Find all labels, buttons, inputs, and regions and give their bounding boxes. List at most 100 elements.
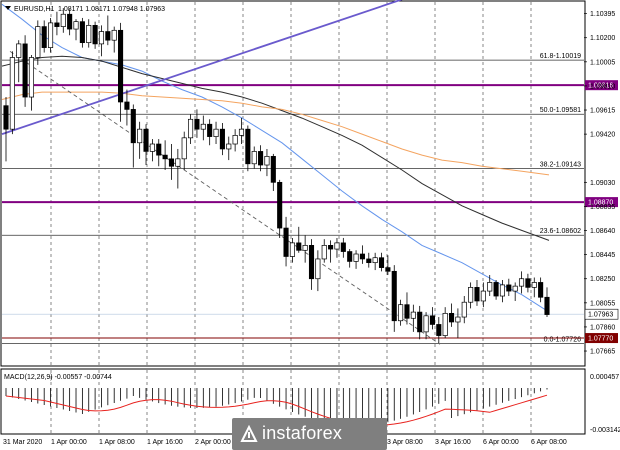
candle-body [130, 109, 136, 144]
moving-averages [1, 3, 550, 313]
candle-body [207, 123, 213, 137]
price-tick-label: 1.08835 [590, 204, 615, 211]
candle-body [60, 13, 66, 27]
candle-body [455, 316, 461, 323]
candle-body [315, 258, 321, 280]
macd-label: MACD(12,26,9) -0.00557 -0.00744 [4, 374, 112, 381]
candlesticks [3, 8, 550, 343]
candle-body [328, 245, 334, 250]
candle-body [283, 227, 289, 257]
fibonacci-level-label: 0.0-1.07726 [544, 336, 581, 343]
price-label-box [585, 333, 618, 344]
candle-body [461, 301, 467, 318]
price-tick-label: 1.09615 [590, 108, 615, 115]
moving-average-line [1, 91, 550, 176]
candle-body [512, 285, 518, 292]
fibonacci-level-label: 50.0-1.09581 [540, 107, 581, 114]
candle-body [518, 278, 525, 287]
candle-body [92, 25, 98, 45]
price-tick-label: 1.08055 [590, 300, 615, 307]
candle-body [398, 304, 404, 322]
candle-body [372, 257, 378, 264]
candle-body [258, 151, 264, 166]
candle-body [385, 267, 391, 272]
candle-body [35, 26, 41, 58]
candle-body [531, 282, 537, 288]
time-tick-label: 6 Apr 08:00 [531, 439, 567, 446]
candle-body [468, 287, 474, 303]
symbol-label: EURUSD,H1 [14, 6, 55, 13]
candle-body [480, 290, 486, 302]
time-tick-label: 3 Apr 16:00 [435, 439, 471, 446]
vertical-grid [50, 2, 532, 433]
trend-line [1, 0, 403, 135]
candle-body [448, 312, 455, 323]
price-tick-label: 1.08640 [590, 228, 615, 235]
price-label-text: 1.09816 [588, 83, 613, 90]
price-tick-label: 1.10395 [590, 11, 615, 18]
time-tick-label: 1 Apr 00:00 [51, 439, 87, 446]
price-tick-label: 1.10200 [590, 35, 615, 42]
watermark-background [232, 418, 387, 450]
candle-body [308, 245, 315, 280]
dropdown-triangle-icon[interactable] [5, 6, 11, 10]
candle-body [9, 57, 15, 130]
moving-average-line [1, 55, 550, 241]
candle-body [3, 105, 9, 130]
candle-body [499, 284, 505, 297]
trend-lines [1, 0, 441, 345]
macd-tick-label: -0.003142 [590, 427, 620, 434]
price-label-box [585, 80, 618, 91]
price-tick-label: 1.08250 [590, 276, 615, 283]
candle-body [98, 31, 105, 45]
candle-body [16, 43, 22, 58]
price-tick-label: 1.07860 [590, 324, 615, 331]
macd-signal-line [5, 394, 548, 426]
price-tick-label: 1.08445 [590, 252, 615, 259]
candle-body [404, 304, 410, 319]
candle-body [366, 258, 372, 264]
price-tick-label: 1.09030 [590, 180, 615, 187]
candle-body [168, 158, 175, 167]
candle-body [41, 26, 47, 48]
candle-body [54, 22, 60, 27]
candle-body [378, 257, 385, 268]
candle-body [538, 282, 544, 298]
candle-body [506, 284, 512, 292]
price-tick-label: 1.07665 [590, 349, 615, 356]
candle-body [296, 242, 302, 251]
time-tick-label: 1 Apr 16:00 [147, 439, 183, 446]
candle-body [442, 312, 448, 336]
candle-body [200, 123, 206, 130]
time-tick-label: 2 Apr 00:00 [195, 439, 231, 446]
price-tick-label: 1.10005 [590, 59, 615, 66]
candle-body [79, 21, 85, 44]
candle-body [213, 128, 219, 137]
price-label-text: 1.08870 [588, 200, 613, 207]
candle-body [493, 282, 499, 297]
candle-body [48, 22, 54, 48]
chart-header: EURUSD,H1 1.08171 1.08171 1.07948 1.0796… [5, 6, 165, 13]
candle-body [67, 13, 73, 30]
candle-body [232, 135, 238, 145]
candle-body [302, 245, 308, 251]
candle-body [149, 143, 155, 152]
time-tick-label: 3 Apr 08:00 [387, 439, 423, 446]
candle-body [238, 128, 245, 136]
candle-body [137, 128, 143, 144]
candle-body [226, 143, 232, 150]
time-tick-label: 31 Mar 2020 [3, 439, 42, 446]
candle-body [245, 128, 251, 165]
price-axis: 1.10395 1.10200 1.10005 1.09810 1.09615 1.094… [584, 11, 615, 356]
candle-body [544, 296, 550, 315]
price-label-text: 1.07770 [588, 336, 613, 343]
candle-body [251, 151, 257, 165]
candle-body [219, 128, 225, 150]
candle-body [194, 118, 200, 130]
candle-body [162, 154, 168, 160]
macd-indicator: 0.000457 -0.003142 [5, 374, 620, 434]
candle-body [340, 242, 346, 252]
candle-body [334, 242, 340, 250]
fibonacci-level-label: 61.8-1.10019 [540, 53, 581, 60]
